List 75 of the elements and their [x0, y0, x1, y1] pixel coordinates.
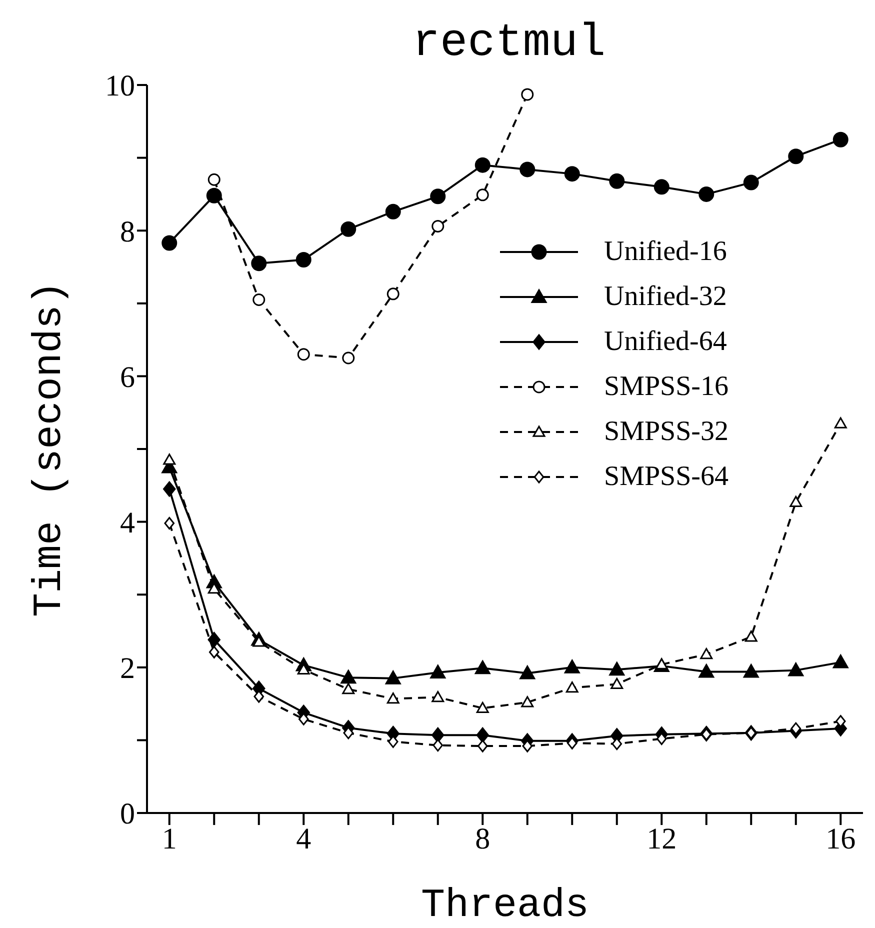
point	[342, 352, 355, 364]
point	[432, 691, 444, 702]
point	[252, 294, 266, 306]
legend-label: SMPSS-16	[604, 370, 729, 402]
point	[520, 665, 536, 680]
point	[342, 682, 355, 694]
point	[432, 739, 444, 752]
point	[297, 348, 310, 361]
point	[340, 670, 356, 684]
point	[790, 496, 802, 508]
legend-label: Unified-32	[604, 280, 727, 312]
x-tick-label: 12	[646, 822, 677, 856]
point	[521, 696, 534, 708]
point	[743, 664, 759, 678]
y-tick-label: 2	[120, 652, 135, 686]
point	[832, 132, 848, 148]
y-tick-label: 6	[120, 360, 135, 394]
point	[700, 648, 713, 660]
point	[386, 692, 400, 704]
legend-label: SMPSS-32	[604, 416, 729, 448]
y-tick-label: 4	[120, 506, 135, 540]
chart-title: rectmul	[411, 16, 607, 71]
point	[477, 740, 488, 752]
point	[476, 188, 489, 202]
point	[163, 481, 176, 497]
point	[609, 662, 625, 676]
x-tick-label: 4	[296, 822, 312, 856]
point	[251, 256, 267, 272]
point	[566, 682, 578, 693]
point	[432, 727, 444, 743]
legend-label: Unified-64	[604, 326, 727, 358]
point	[743, 174, 759, 190]
y-tick-label: 10	[105, 70, 135, 103]
point	[564, 166, 580, 182]
x-tick-label: 1	[162, 822, 177, 856]
y-tick-label: 0	[120, 798, 135, 831]
point	[744, 630, 758, 642]
point	[474, 157, 490, 173]
point	[162, 235, 178, 251]
y-tick-label: 8	[120, 215, 135, 248]
point	[521, 88, 534, 101]
point	[164, 517, 175, 530]
point	[386, 288, 400, 300]
legend-label: Unified-16	[604, 236, 727, 268]
point	[474, 660, 490, 674]
point	[296, 252, 312, 268]
y-axis-title: Time (seconds)	[28, 280, 73, 618]
point	[520, 162, 536, 178]
point	[610, 678, 624, 690]
point	[564, 660, 580, 674]
point	[476, 727, 489, 743]
point	[430, 664, 446, 678]
x-tick-label: 16	[826, 822, 856, 856]
point	[206, 188, 222, 204]
x-tick-label: 8	[475, 822, 490, 856]
point	[385, 204, 401, 220]
point	[832, 654, 848, 668]
point	[698, 186, 714, 202]
point	[340, 221, 356, 237]
legend-label: SMPSS-64	[604, 460, 729, 492]
point	[788, 148, 804, 164]
point	[208, 173, 220, 186]
point	[834, 417, 847, 428]
point	[432, 220, 444, 232]
point	[788, 662, 804, 676]
x-axis-title: Threads	[420, 884, 590, 928]
point	[609, 173, 625, 189]
point	[430, 188, 446, 204]
point	[476, 702, 489, 714]
point	[385, 670, 401, 684]
point	[208, 632, 220, 648]
point	[698, 664, 714, 678]
point	[163, 454, 176, 465]
point	[654, 179, 670, 195]
point	[208, 646, 220, 658]
